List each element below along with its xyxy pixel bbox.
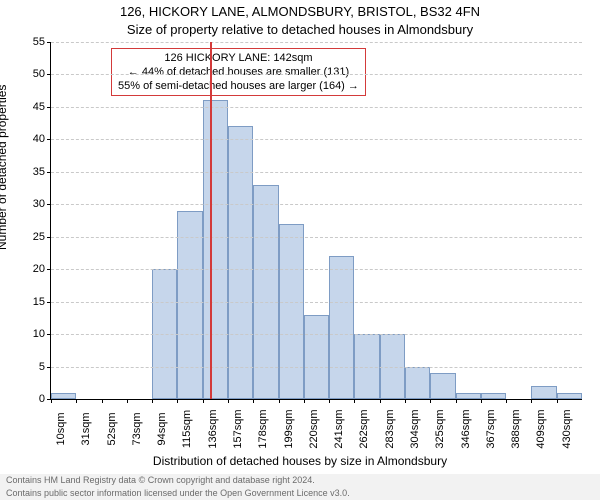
bar bbox=[430, 373, 455, 399]
gridline bbox=[51, 204, 582, 205]
xtick-label: 136sqm bbox=[203, 409, 219, 448]
gridline bbox=[51, 74, 582, 75]
x-axis-label: Distribution of detached houses by size … bbox=[0, 454, 600, 468]
bar bbox=[329, 256, 354, 399]
xtick-label: 346sqm bbox=[456, 409, 472, 448]
bar bbox=[279, 224, 304, 399]
gridline bbox=[51, 139, 582, 140]
gridline bbox=[51, 237, 582, 238]
bar bbox=[405, 367, 430, 399]
annotation-line2: ← 44% of detached houses are smaller (13… bbox=[118, 65, 359, 79]
annotation-line1: 126 HICKORY LANE: 142sqm bbox=[118, 51, 359, 65]
ytick-label: 45 bbox=[33, 101, 51, 113]
footer-line1: Contains HM Land Registry data © Crown c… bbox=[6, 474, 600, 487]
xtick-mark bbox=[127, 399, 128, 403]
xtick-mark bbox=[557, 399, 558, 403]
xtick-label: 367sqm bbox=[481, 409, 497, 448]
ytick-label: 30 bbox=[33, 198, 51, 210]
xtick-mark bbox=[380, 399, 381, 403]
ytick-label: 40 bbox=[33, 133, 51, 145]
xtick-mark bbox=[531, 399, 532, 403]
marker-line bbox=[210, 42, 212, 399]
xtick-label: 94sqm bbox=[152, 412, 168, 445]
xtick-mark bbox=[177, 399, 178, 403]
footer: Contains HM Land Registry data © Crown c… bbox=[0, 474, 600, 500]
xtick-mark bbox=[102, 399, 103, 403]
xtick-mark bbox=[304, 399, 305, 403]
xtick-label: 325sqm bbox=[430, 409, 446, 448]
xtick-mark bbox=[405, 399, 406, 403]
xtick-mark bbox=[430, 399, 431, 403]
bar bbox=[481, 393, 506, 399]
xtick-mark bbox=[456, 399, 457, 403]
ytick-label: 20 bbox=[33, 263, 51, 275]
bar bbox=[177, 211, 202, 399]
xtick-label: 199sqm bbox=[279, 409, 295, 448]
ytick-label: 5 bbox=[39, 361, 51, 373]
xtick-label: 178sqm bbox=[253, 409, 269, 448]
xtick-label: 388sqm bbox=[506, 409, 522, 448]
gridline bbox=[51, 334, 582, 335]
xtick-label: 52sqm bbox=[102, 412, 118, 445]
xtick-mark bbox=[152, 399, 153, 403]
xtick-label: 31sqm bbox=[76, 412, 92, 445]
ytick-label: 55 bbox=[33, 36, 51, 48]
xtick-mark bbox=[329, 399, 330, 403]
bar bbox=[228, 126, 253, 399]
y-axis-label: Number of detached properties bbox=[0, 85, 9, 250]
footer-line2: Contains public sector information licen… bbox=[6, 487, 600, 500]
bar bbox=[557, 393, 582, 399]
xtick-label: 220sqm bbox=[304, 409, 320, 448]
ytick-label: 25 bbox=[33, 231, 51, 243]
xtick-mark bbox=[203, 399, 204, 403]
xtick-label: 304sqm bbox=[405, 409, 421, 448]
xtick-label: 409sqm bbox=[531, 409, 547, 448]
bar bbox=[456, 393, 481, 399]
bar bbox=[203, 100, 228, 399]
ytick-label: 35 bbox=[33, 166, 51, 178]
bar bbox=[51, 393, 76, 399]
ytick-label: 0 bbox=[39, 393, 51, 405]
gridline bbox=[51, 172, 582, 173]
xtick-label: 262sqm bbox=[354, 409, 370, 448]
gridline bbox=[51, 367, 582, 368]
gridline bbox=[51, 302, 582, 303]
ytick-label: 10 bbox=[33, 328, 51, 340]
xtick-mark bbox=[481, 399, 482, 403]
xtick-label: 73sqm bbox=[127, 412, 143, 445]
xtick-mark bbox=[228, 399, 229, 403]
bar bbox=[531, 386, 556, 399]
bar bbox=[304, 315, 329, 399]
plot-area: 126 HICKORY LANE: 142sqm ← 44% of detach… bbox=[50, 42, 582, 400]
xtick-label: 283sqm bbox=[380, 409, 396, 448]
xtick-label: 241sqm bbox=[329, 409, 345, 448]
xtick-mark bbox=[279, 399, 280, 403]
xtick-mark bbox=[76, 399, 77, 403]
xtick-mark bbox=[506, 399, 507, 403]
annotation-box: 126 HICKORY LANE: 142sqm ← 44% of detach… bbox=[111, 48, 366, 96]
xtick-label: 115sqm bbox=[177, 410, 193, 448]
ytick-label: 50 bbox=[33, 68, 51, 80]
annotation-line3: 55% of semi-detached houses are larger (… bbox=[118, 79, 359, 93]
xtick-mark bbox=[51, 399, 52, 403]
xtick-mark bbox=[253, 399, 254, 403]
gridline bbox=[51, 42, 582, 43]
gridline bbox=[51, 107, 582, 108]
chart-title-line2: Size of property relative to detached ho… bbox=[0, 22, 600, 37]
xtick-label: 10sqm bbox=[51, 412, 67, 445]
xtick-mark bbox=[354, 399, 355, 403]
gridline bbox=[51, 269, 582, 270]
ytick-label: 15 bbox=[33, 296, 51, 308]
xtick-label: 157sqm bbox=[228, 409, 244, 448]
chart-container: 126, HICKORY LANE, ALMONDSBURY, BRISTOL,… bbox=[0, 0, 600, 500]
xtick-label: 430sqm bbox=[557, 409, 573, 448]
chart-title-line1: 126, HICKORY LANE, ALMONDSBURY, BRISTOL,… bbox=[0, 4, 600, 19]
